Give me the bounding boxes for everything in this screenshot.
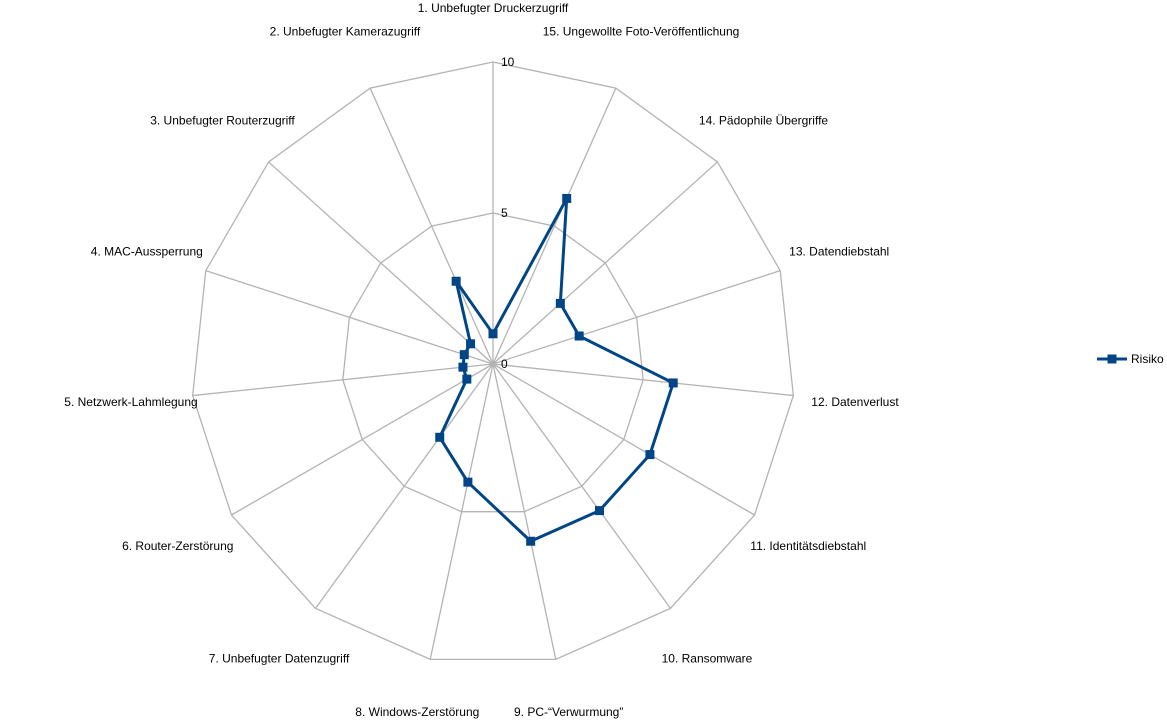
grid-ring-5 [342,212,644,513]
spoke-2 [369,87,494,365]
data-point-5 [458,362,468,372]
radar-grid [191,61,795,661]
spoke-7 [314,363,494,609]
spoke-6 [231,363,494,516]
spoke-8 [429,363,494,660]
series-line [438,196,675,543]
data-point-14 [555,298,565,308]
spoke-13 [492,270,781,365]
tick-label-0: 0 [501,357,508,371]
legend-square-marker [1107,354,1117,364]
data-point-6 [462,374,472,384]
category-label-5: 5. Netzwerk-Lahmlegung [64,395,197,409]
data-point-10 [595,506,605,516]
spoke-4 [205,270,494,365]
data-point-2 [451,276,461,286]
tick-label-5: 5 [501,206,508,220]
spoke-15 [492,87,617,365]
category-labels: 1. Unbefugter Druckerzugriff 2. Unbefugte… [64,1,899,719]
category-label-14: 14. Pädophile Übergriffe [699,113,829,127]
category-label-4: 4. MAC-Aussperrung [91,245,203,259]
data-point-7 [435,432,445,442]
spoke-14 [492,161,718,365]
legend: Risiko [1097,352,1164,366]
series-risiko [435,193,678,546]
legend-label: Risiko [1131,352,1164,366]
data-point-15 [562,193,572,203]
category-label-9: 9. PC-“Verwurmung” [514,705,623,719]
radial-tick-labels: 0 5 10 [501,55,515,371]
data-point-4 [459,350,469,360]
category-label-8: 8. Windows-Zerstörung [355,705,479,719]
data-point-11 [645,450,655,460]
category-label-2: 2. Unbefugter Kamerazugriff [270,24,421,38]
category-label-1: 1. Unbefugter Druckerzugriff [418,1,569,15]
data-point-9 [526,536,536,546]
data-point-3 [466,339,476,349]
radar-spokes [192,62,794,660]
spoke-10 [492,363,672,609]
category-label-11: 11. Identitätsdiebstahl [750,539,866,553]
category-label-7: 7. Unbefugter Datenzugriff [209,651,350,665]
category-label-10: 10. Ransomware [662,651,753,665]
category-label-12: 12. Datenverlust [811,395,899,409]
data-point-13 [574,331,584,341]
spoke-5 [192,363,494,397]
data-point-8 [463,477,473,487]
category-label-6: 6. Router-Zerstörung [122,539,233,553]
data-point-12 [668,378,678,388]
data-point-1 [488,329,498,339]
tick-label-10: 10 [501,55,515,69]
grid-ring-10 [191,61,795,661]
spoke-12 [492,363,794,397]
spoke-9 [492,363,557,660]
category-label-13: 13. Datendiebstahl [789,245,889,259]
category-label-15: 15. Ungewollte Foto-Veröffentlichung [543,24,740,38]
category-label-3: 3. Unbefugter Routerzugriff [150,113,295,127]
spoke-11 [492,363,755,516]
spoke-3 [268,161,494,365]
